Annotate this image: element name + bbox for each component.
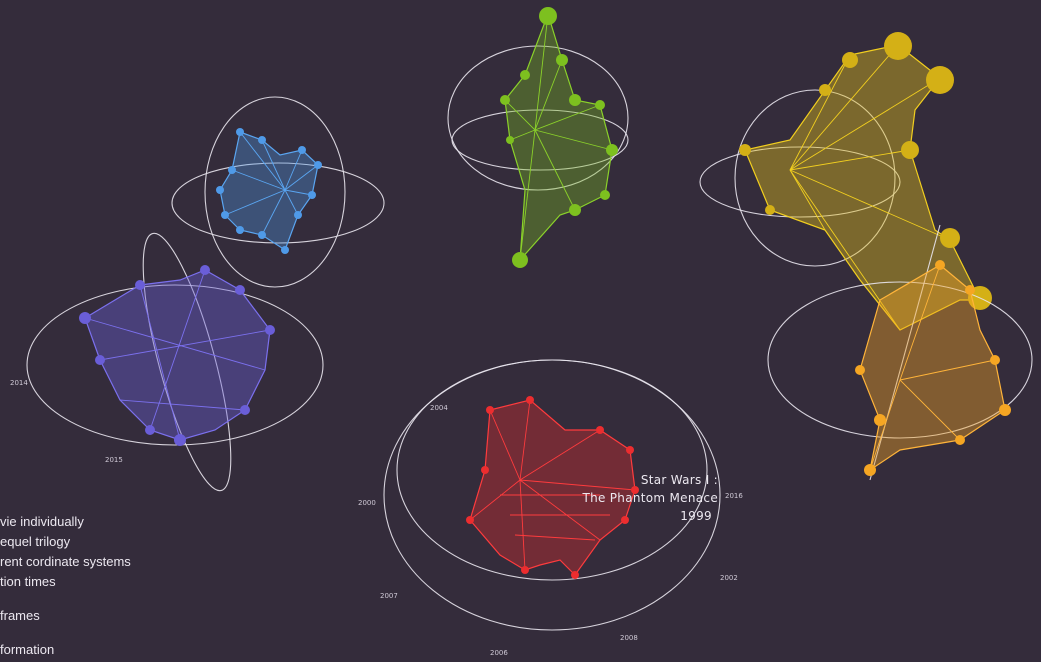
blue-orbit-ring [171, 162, 385, 244]
axis-tick-label: 2007 [380, 592, 398, 600]
green-orbit-ring [447, 45, 629, 191]
menu-item-information[interactable]: formation [0, 642, 55, 657]
menu-item-frames[interactable]: frames [0, 608, 40, 623]
purple-orbit-ring [142, 232, 232, 492]
menu-item-coordinate-systems[interactable]: rent cordinate systems [0, 554, 131, 569]
highlight-subtitle: The Phantom Menace [581, 491, 718, 505]
menu-item-individually[interactable]: vie individually [0, 514, 84, 529]
menu-gap [0, 626, 131, 640]
axis-tick-label: 2004 [430, 404, 448, 412]
green-orbit-ring [451, 109, 629, 171]
menu-gap [0, 592, 131, 606]
menu-item-times[interactable]: tion times [0, 574, 56, 589]
red-inner-ring [396, 359, 708, 581]
yellow-orbit-ring [699, 146, 901, 218]
axis-tick-label: 2014 [10, 379, 28, 387]
axis-tick-label: 2015 [105, 456, 123, 464]
orange-orbit-ring [767, 281, 1033, 439]
red-movie-network[interactable]: 2000 2004 2008 2002 2016 2006 2007 Star … [358, 359, 743, 657]
axis-tick-label: 2008 [620, 634, 638, 642]
purple-orbit-ring [26, 284, 324, 446]
axis-tick-label: 2006 [490, 649, 508, 657]
axis-tick-label: 2000 [358, 499, 376, 507]
highlight-title: Star Wars I : [641, 473, 718, 487]
axis-tick-label: 2016 [725, 492, 743, 500]
orange-movie-network[interactable] [767, 224, 1033, 481]
blue-movie-network[interactable] [171, 96, 385, 288]
axis-tick-label: 2002 [720, 574, 738, 582]
options-menu: vie individually equel trilogy rent cord… [0, 512, 131, 660]
purple-movie-network[interactable]: 2014 2015 [10, 226, 324, 497]
green-movie-network[interactable] [447, 7, 629, 268]
yellow-orbit-ring [734, 89, 896, 267]
blue-orbit-ring [204, 96, 346, 288]
menu-item-sequel-trilogy[interactable]: equel trilogy [0, 534, 71, 549]
highlight-year: 1999 [680, 509, 712, 523]
